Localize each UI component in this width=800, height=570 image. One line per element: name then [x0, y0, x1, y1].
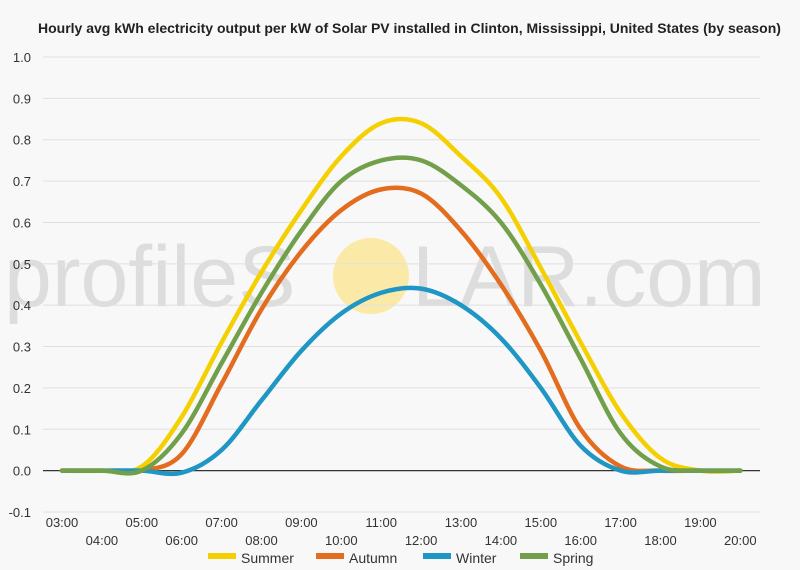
- x-tick-label: 06:00: [165, 533, 198, 548]
- watermark: profileS LAR.com: [4, 229, 766, 325]
- y-tick-label: 1.0: [13, 50, 31, 65]
- y-tick-label: -0.1: [9, 505, 31, 520]
- x-tick-label: 11:00: [365, 515, 397, 530]
- legend-item-spring: Spring: [520, 550, 593, 566]
- y-tick-label: 0.7: [13, 174, 31, 189]
- x-tick-label: 19:00: [684, 515, 717, 530]
- x-tick-label: 05:00: [126, 515, 159, 530]
- series-lines: [59, 116, 743, 477]
- watermark-sun-icon: [333, 238, 409, 314]
- x-axis: 03:00 04:00 05:00 06:00 07:00 08:00 09:00 10:00…: [46, 515, 757, 548]
- legend-swatch-spring: [520, 553, 548, 559]
- x-tick-label: 10:00: [325, 533, 358, 548]
- y-tick-label: 0.4: [13, 298, 31, 313]
- legend-label-spring: Spring: [553, 550, 593, 566]
- legend-item-winter: Winter: [423, 550, 497, 566]
- legend-label-winter: Winter: [456, 550, 497, 566]
- legend-swatch-winter: [423, 553, 451, 559]
- y-tick-label: 0.3: [13, 340, 31, 355]
- x-tick-label: 09:00: [285, 515, 318, 530]
- x-tick-label: 04:00: [86, 533, 119, 548]
- legend-swatch-autumn: [316, 553, 344, 559]
- y-tick-label: 0.1: [13, 422, 31, 437]
- watermark-text-right: LAR.com: [412, 229, 766, 325]
- series-line-summer: [59, 116, 743, 474]
- y-tick-label: 0.8: [13, 133, 31, 148]
- x-tick-label: 15:00: [525, 515, 558, 530]
- x-tick-label: 13:00: [445, 515, 478, 530]
- x-tick-label: 18:00: [644, 533, 677, 548]
- y-tick-label: 0.0: [13, 464, 31, 479]
- x-tick-label: 17:00: [604, 515, 637, 530]
- legend-item-autumn: Autumn: [316, 550, 397, 566]
- chart-title: Hourly avg kWh electricity output per kW…: [38, 20, 781, 36]
- legend-label-autumn: Autumn: [349, 550, 397, 566]
- x-tick-label: 12:00: [405, 533, 438, 548]
- series-line-autumn: [59, 185, 743, 475]
- y-tick-label: 0.9: [13, 91, 31, 106]
- x-tick-label: 16:00: [564, 533, 597, 548]
- x-tick-label: 08:00: [245, 533, 278, 548]
- y-tick-label: 0.5: [13, 257, 31, 272]
- legend-swatch-summer: [208, 553, 236, 559]
- y-axis: 1.0 0.9 0.8 0.7 0.6 0.5 0.4 0.3 0.2 0.1 0.0 -0.1: [9, 50, 31, 520]
- x-tick-label: 14:00: [485, 533, 518, 548]
- watermark-text-left: profileS: [4, 229, 296, 325]
- x-tick-label: 03:00: [46, 515, 79, 530]
- series-line-winter: [59, 285, 743, 477]
- x-tick-label: 20:00: [724, 533, 757, 548]
- legend-label-summer: Summer: [241, 550, 294, 566]
- legend: Summer Autumn Winter Spring: [208, 550, 593, 566]
- legend-item-summer: Summer: [208, 550, 294, 566]
- y-tick-label: 0.6: [13, 215, 31, 230]
- x-tick-label: 07:00: [205, 515, 238, 530]
- series-line-spring: [59, 155, 743, 476]
- y-tick-label: 0.2: [13, 381, 31, 396]
